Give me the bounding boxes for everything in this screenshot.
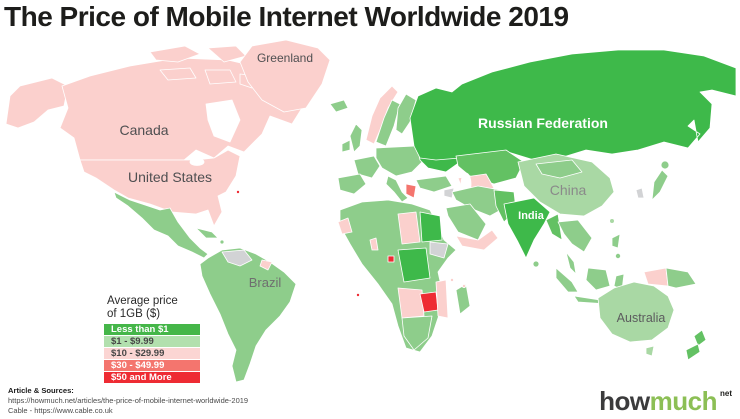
country-mexico [113, 191, 209, 259]
country-alaska [5, 77, 69, 129]
country-japan-hokkaido [660, 160, 670, 170]
region-central-europe [375, 145, 423, 177]
label-china: China [550, 182, 587, 198]
island-tasmania [645, 345, 655, 357]
region-namibia-botswana [397, 287, 425, 319]
country-france [353, 155, 381, 179]
country-venezuela [221, 249, 253, 267]
country-papua-new-guinea [665, 267, 697, 289]
country-philippines-south [615, 252, 622, 259]
country-finland [395, 93, 417, 135]
legend: Average price of 1GB ($) Less than $1 $1… [104, 295, 200, 384]
hudson-bay-water [205, 99, 241, 143]
country-greece [405, 183, 417, 199]
region-malay-peninsula [565, 251, 577, 275]
country-dr-congo [397, 247, 431, 283]
label-india: India [518, 210, 545, 222]
region-west-papua [643, 267, 669, 287]
country-caribbean [219, 239, 225, 245]
source-url-cable: Cable - https://www.cable.co.uk [8, 405, 113, 415]
country-australia [597, 281, 675, 343]
country-chad [397, 211, 421, 245]
country-korea [635, 187, 645, 199]
legend-title: Average price of 1GB ($) [107, 295, 200, 321]
country-greenland [239, 39, 331, 113]
country-equatorial-guinea [387, 255, 395, 263]
label-russian-federation: Russian Federation [478, 115, 608, 131]
logo-part-how: how [599, 386, 650, 416]
legend-title-line1: Average price [107, 295, 178, 307]
page-title: The Price of Mobile Internet Worldwide 2… [4, 1, 569, 32]
legend-item-1-9: $1 - $9.99 [104, 335, 200, 347]
country-philippines [611, 233, 621, 249]
country-bermuda [235, 189, 240, 194]
country-ireland [341, 139, 351, 153]
island-borneo [585, 267, 611, 291]
country-mauritius [461, 283, 466, 288]
country-western-sahara [337, 217, 353, 235]
region-mozambique-malawi [435, 279, 449, 319]
region-togo-benin [369, 237, 379, 251]
country-russia [409, 49, 737, 163]
country-italy [385, 175, 409, 203]
country-st-helena [355, 292, 360, 297]
country-arctic-island [204, 69, 237, 85]
country-taiwan [609, 218, 615, 224]
island-sumatra [555, 267, 579, 293]
country-united-kingdom [349, 123, 363, 153]
country-turkey [415, 175, 453, 193]
legend-title-line2: of 1GB ($) [107, 307, 161, 320]
country-madagascar [455, 283, 471, 315]
legend-item-10-29: $10 - $29.99 [104, 347, 200, 359]
label-greenland: Greenland [257, 51, 313, 65]
country-iceland [329, 99, 349, 113]
label-australia: Australia [617, 311, 666, 325]
region-ethiopia-south-sudan [429, 241, 449, 259]
great-lakes-water [189, 158, 205, 166]
country-arctic-island [159, 67, 197, 81]
logo-part-much: much [649, 386, 718, 416]
country-norway [365, 85, 399, 145]
sources-heading: Article & Sources: [8, 386, 74, 395]
country-japan [651, 169, 669, 201]
country-new-zealand-south [685, 343, 701, 361]
label-canada: Canada [119, 122, 168, 138]
legend-item-30-49: $30 - $49.99 [104, 359, 200, 371]
country-mongolia [535, 159, 583, 179]
howmuch-logo: howmuch net [599, 386, 732, 417]
country-arctic-island [149, 45, 201, 63]
sources-block: Article & Sources: https://howmuch.net/a… [8, 386, 248, 416]
country-india [503, 197, 551, 259]
logo-suffix-net: net [720, 389, 732, 398]
country-french-guiana [259, 259, 273, 271]
country-south-africa [401, 315, 433, 351]
region-indochina [557, 219, 593, 253]
legend-item-50-more: $50 and More [104, 371, 200, 383]
country-united-states [79, 149, 241, 227]
country-new-zealand-north [693, 329, 707, 347]
source-url-article: https://howmuch.net/articles/the-price-o… [8, 396, 249, 406]
region-yemen-oman [455, 229, 499, 251]
country-sudan [419, 211, 443, 243]
country-cuba [195, 227, 219, 239]
country-myanmar [545, 213, 563, 241]
country-spain-portugal [337, 173, 367, 195]
label-brazil: Brazil [249, 275, 282, 290]
continent-south-america [199, 247, 297, 383]
label-united-states: United States [128, 169, 212, 185]
legend-item-less-than-1: Less than $1 [104, 323, 200, 335]
country-sri-lanka [532, 260, 540, 268]
country-comoros [449, 277, 454, 282]
country-syria [443, 187, 455, 199]
